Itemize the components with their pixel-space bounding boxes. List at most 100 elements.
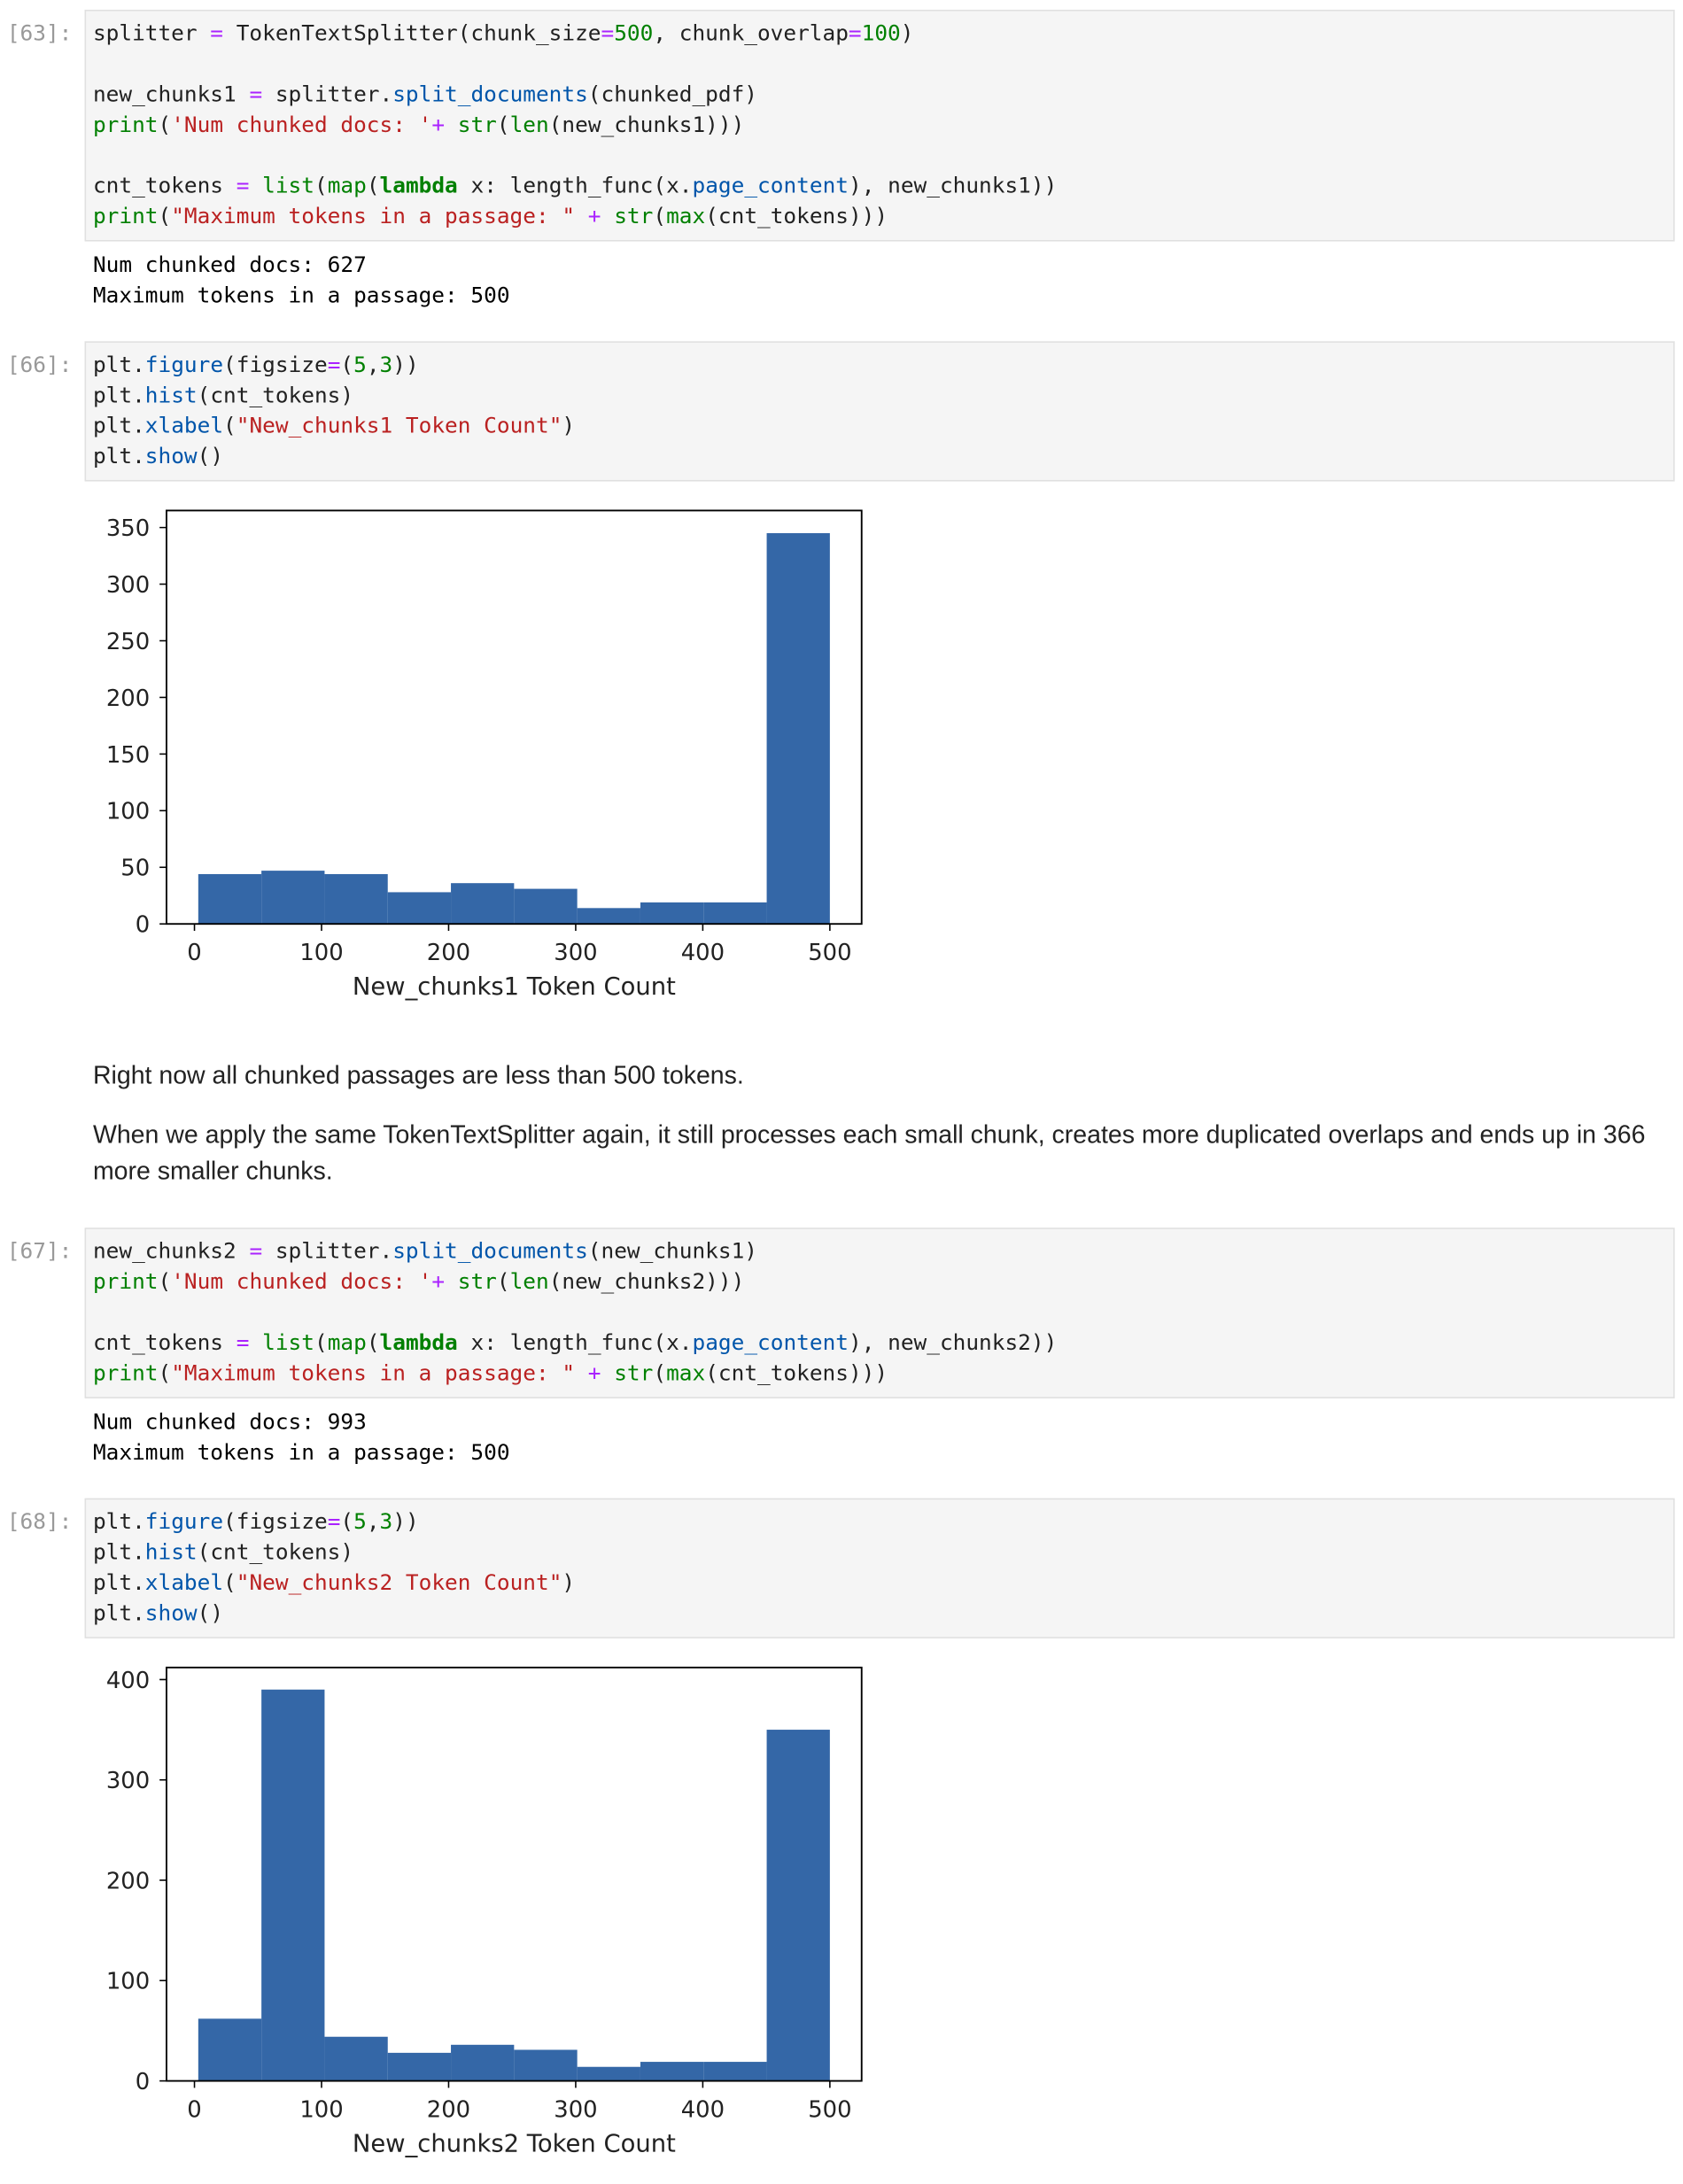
- code-token: "Maximum tokens in a passage: ": [171, 204, 576, 229]
- histogram-chart: 0 100 200 300 400 500 0 50 100 150 200 250 300 350 New…: [106, 509, 863, 1001]
- histogram-bar: [703, 902, 767, 925]
- code-token: print: [92, 1360, 159, 1386]
- cell-prompt: [67]:: [6, 1238, 73, 1264]
- code-token: splitter: [92, 20, 211, 46]
- code-token: len: [509, 1269, 549, 1295]
- code-cell-input: [84, 9, 1675, 242]
- code-token: (chunked_pdf): [587, 81, 758, 107]
- markdown-paragraph: When we apply the same TokenTextSplitter…: [92, 1120, 1646, 1185]
- code-token: (: [340, 352, 354, 378]
- code-token: (: [340, 1509, 354, 1535]
- code-token: ), new_chunks1)): [849, 173, 1058, 198]
- code-token: =: [327, 352, 341, 378]
- histogram-bar: [451, 2044, 515, 2081]
- x-tick-label: 200: [427, 2096, 470, 2123]
- code-token: new_chunks1: [92, 81, 250, 107]
- code-token: xlabel: [144, 1570, 224, 1596]
- x-axis-label: New_chunks2 Token Count: [353, 2130, 676, 2157]
- code-token: new_chunks2: [92, 1238, 250, 1264]
- code-line: plt.xlabel("New_chunks1 Token Count"): [93, 411, 575, 441]
- code-line: print('Num chunked docs: '+ str(len(new_…: [93, 110, 744, 140]
- code-token: lambda: [379, 1330, 458, 1356]
- y-tick-label: 200: [106, 1868, 150, 1894]
- code-line: plt.xlabel("New_chunks2 Token Count"): [93, 1568, 575, 1598]
- code-token: plt.: [92, 1600, 145, 1626]
- histogram-bar: [703, 2062, 767, 2081]
- code-token: (: [158, 112, 172, 138]
- code-token: split_documents: [392, 81, 588, 107]
- code-token: (: [366, 1330, 380, 1356]
- histogram-bar: [577, 2066, 640, 2081]
- code-token: =: [236, 173, 250, 198]
- code-token: str: [614, 204, 654, 229]
- code-token: ): [900, 20, 914, 46]
- code-token: +: [587, 204, 601, 229]
- code-token: [445, 1269, 458, 1294]
- code-token: , chunk_overlap: [653, 20, 849, 46]
- y-tick-label: 350: [106, 515, 150, 542]
- code-token: =: [210, 20, 224, 46]
- x-tick-label: 500: [808, 2096, 851, 2123]
- code-token: plt.: [92, 1570, 145, 1596]
- code-token: cnt_tokens: [92, 173, 237, 198]
- histogram-bar: [640, 902, 704, 925]
- code-token: ): [562, 1570, 576, 1596]
- code-token: cnt_tokens: [92, 1330, 237, 1356]
- code-token: [445, 112, 458, 137]
- histogram-bar: [577, 908, 640, 925]
- code-token: (cnt_tokens): [197, 383, 354, 408]
- code-token: ,: [366, 1509, 380, 1535]
- y-tick-label: 50: [120, 856, 150, 882]
- code-line: splitter = TokenTextSplitter(chunk_size=…: [93, 18, 914, 48]
- code-token: 5: [353, 352, 367, 378]
- code-token: print: [92, 204, 159, 229]
- code-token: =: [601, 20, 615, 46]
- code-token: 'Num chunked docs: ': [171, 1269, 432, 1295]
- code-token: [601, 204, 615, 228]
- code-token: show: [144, 1600, 198, 1626]
- cell-prompt: [68]:: [6, 1509, 73, 1535]
- code-token: [601, 1361, 615, 1386]
- histogram-bar: [198, 873, 262, 925]
- code-line: plt.figure(figsize=(5,3)): [93, 350, 419, 380]
- code-token: plt.: [92, 1509, 145, 1535]
- code-token: 5: [353, 1509, 367, 1535]
- x-tick-label: 100: [299, 2096, 343, 2123]
- histogram-bar: [387, 2052, 452, 2081]
- code-line: plt.hist(cnt_tokens): [93, 1537, 353, 1568]
- x-tick-label: 0: [187, 2096, 201, 2123]
- code-token: +: [587, 1360, 601, 1386]
- histogram-bar: [387, 892, 452, 925]
- histogram-bar: [198, 2018, 262, 2081]
- y-tick-label: 200: [106, 685, 150, 712]
- code-token: (: [158, 204, 172, 229]
- code-token: plt.: [92, 444, 145, 469]
- code-token: (): [197, 444, 224, 469]
- code-token: [249, 174, 262, 198]
- code-token: splitter.: [262, 1238, 393, 1264]
- code-token: hist: [144, 383, 198, 408]
- code-line: print('Num chunked docs: '+ str(len(new_…: [93, 1266, 744, 1297]
- x-tick-label: 400: [681, 940, 725, 966]
- code-token: (: [158, 1269, 172, 1295]
- code-token: splitter.: [262, 81, 393, 107]
- x-tick-label: 100: [299, 940, 343, 966]
- code-token: (cnt_tokens))): [705, 1360, 888, 1386]
- code-token: figure: [144, 1509, 224, 1535]
- y-tick-label: 400: [106, 1668, 150, 1694]
- code-token: (: [314, 1330, 328, 1356]
- y-tick-label: 100: [106, 1969, 150, 1995]
- code-token: plt.: [92, 383, 145, 408]
- code-token: figure: [144, 352, 224, 378]
- y-tick-label: 300: [106, 1768, 150, 1794]
- cell-prompt: [66]:: [6, 352, 73, 378]
- code-token: "New_chunks2 Token Count": [236, 1570, 562, 1596]
- markdown-cell: Right now all chunked passages are less …: [93, 1057, 1661, 1212]
- code-token: (figsize: [223, 352, 328, 378]
- code-token: +: [431, 112, 446, 138]
- code-token: plt.: [92, 413, 145, 438]
- markdown-paragraph: Right now all chunked passages are less …: [92, 1061, 744, 1089]
- code-token: plt.: [92, 1539, 145, 1565]
- code-cell-input: [84, 1228, 1675, 1398]
- code-token: +: [431, 1269, 446, 1295]
